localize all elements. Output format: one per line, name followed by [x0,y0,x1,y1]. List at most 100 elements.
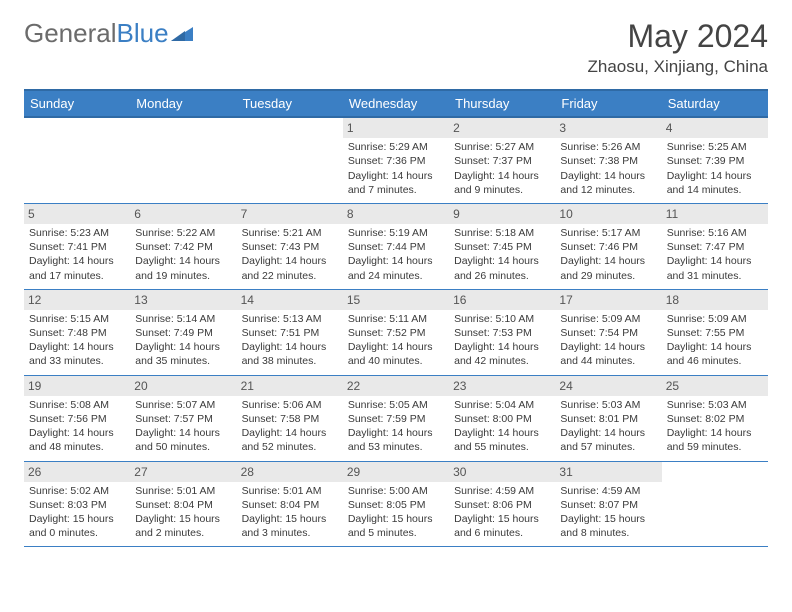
title-block: May 2024 Zhaosu, Xinjiang, China [587,18,768,77]
day-number: 19 [24,376,130,396]
day-cell: 7Sunrise: 5:21 AMSunset: 7:43 PMDaylight… [237,204,343,289]
day-number: 3 [555,118,661,138]
day-cell [24,118,130,203]
daylight-line: Daylight: 15 hours and 0 minutes. [29,512,125,540]
day-header: Friday [555,91,661,116]
week-row: 5Sunrise: 5:23 AMSunset: 7:41 PMDaylight… [24,204,768,290]
day-number: 25 [662,376,768,396]
sunset-line: Sunset: 7:43 PM [242,240,338,254]
sunset-line: Sunset: 7:37 PM [454,154,550,168]
daylight-line: Daylight: 15 hours and 6 minutes. [454,512,550,540]
day-cell: 13Sunrise: 5:14 AMSunset: 7:49 PMDayligh… [130,290,236,375]
daylight-line: Daylight: 14 hours and 7 minutes. [348,169,444,197]
week-row: 19Sunrise: 5:08 AMSunset: 7:56 PMDayligh… [24,376,768,462]
sunset-line: Sunset: 7:56 PM [29,412,125,426]
day-number: 18 [662,290,768,310]
sunrise-line: Sunrise: 5:01 AM [242,484,338,498]
day-number: 23 [449,376,555,396]
day-cell: 8Sunrise: 5:19 AMSunset: 7:44 PMDaylight… [343,204,449,289]
sunrise-line: Sunrise: 5:04 AM [454,398,550,412]
daylight-line: Daylight: 15 hours and 3 minutes. [242,512,338,540]
sunrise-line: Sunrise: 5:17 AM [560,226,656,240]
sunset-line: Sunset: 7:59 PM [348,412,444,426]
location-label: Zhaosu, Xinjiang, China [587,57,768,77]
sunset-line: Sunset: 8:01 PM [560,412,656,426]
calendar: SundayMondayTuesdayWednesdayThursdayFrid… [24,89,768,547]
sunset-line: Sunset: 8:03 PM [29,498,125,512]
daylight-line: Daylight: 14 hours and 24 minutes. [348,254,444,282]
sunrise-line: Sunrise: 5:26 AM [560,140,656,154]
month-title: May 2024 [587,18,768,55]
day-cell: 10Sunrise: 5:17 AMSunset: 7:46 PMDayligh… [555,204,661,289]
sunrise-line: Sunrise: 5:21 AM [242,226,338,240]
day-cell: 2Sunrise: 5:27 AMSunset: 7:37 PMDaylight… [449,118,555,203]
daylight-line: Daylight: 14 hours and 59 minutes. [667,426,763,454]
day-cell: 14Sunrise: 5:13 AMSunset: 7:51 PMDayligh… [237,290,343,375]
day-number: 16 [449,290,555,310]
sunset-line: Sunset: 7:54 PM [560,326,656,340]
sunset-line: Sunset: 8:04 PM [242,498,338,512]
day-cell: 19Sunrise: 5:08 AMSunset: 7:56 PMDayligh… [24,376,130,461]
day-cell: 12Sunrise: 5:15 AMSunset: 7:48 PMDayligh… [24,290,130,375]
day-number: 22 [343,376,449,396]
sunrise-line: Sunrise: 5:11 AM [348,312,444,326]
sunset-line: Sunset: 8:02 PM [667,412,763,426]
day-cell: 27Sunrise: 5:01 AMSunset: 8:04 PMDayligh… [130,462,236,547]
day-number: 21 [237,376,343,396]
day-number: 11 [662,204,768,224]
sunrise-line: Sunrise: 5:06 AM [242,398,338,412]
daylight-line: Daylight: 14 hours and 26 minutes. [454,254,550,282]
sunrise-line: Sunrise: 5:14 AM [135,312,231,326]
day-cell: 21Sunrise: 5:06 AMSunset: 7:58 PMDayligh… [237,376,343,461]
day-number: 6 [130,204,236,224]
day-number: 30 [449,462,555,482]
sunset-line: Sunset: 7:53 PM [454,326,550,340]
day-cell: 18 Sunrise: 5:09 AMSunset: 7:55 PMDayligh… [662,290,768,375]
sunrise-line: Sunrise: 5:18 AM [454,226,550,240]
day-header: Tuesday [237,91,343,116]
sunset-line: Sunset: 7:51 PM [242,326,338,340]
daylight-line: Daylight: 14 hours and 22 minutes. [242,254,338,282]
day-header: Wednesday [343,91,449,116]
sunrise-line: Sunrise: 5:27 AM [454,140,550,154]
daylight-line: Daylight: 14 hours and 33 minutes. [29,340,125,368]
sunrise-line: Sunrise: 5:29 AM [348,140,444,154]
day-number: 13 [130,290,236,310]
sunrise-line: Sunrise: 5:09 AM [667,312,763,326]
daylight-line: Daylight: 14 hours and 17 minutes. [29,254,125,282]
day-header: Thursday [449,91,555,116]
sunset-line: Sunset: 7:41 PM [29,240,125,254]
daylight-line: Daylight: 14 hours and 53 minutes. [348,426,444,454]
day-number: 26 [24,462,130,482]
daylight-line: Daylight: 14 hours and 52 minutes. [242,426,338,454]
sunset-line: Sunset: 8:07 PM [560,498,656,512]
day-number: 31 [555,462,661,482]
sunset-line: Sunset: 8:00 PM [454,412,550,426]
day-number: 12 [24,290,130,310]
day-cell: 30Sunrise: 4:59 AMSunset: 8:06 PMDayligh… [449,462,555,547]
sunset-line: Sunset: 7:45 PM [454,240,550,254]
day-cell: 20Sunrise: 5:07 AMSunset: 7:57 PMDayligh… [130,376,236,461]
sunrise-line: Sunrise: 5:19 AM [348,226,444,240]
day-cell: 25 Sunrise: 5:03 AMSunset: 8:02 PMDayligh… [662,376,768,461]
day-number: 28 [237,462,343,482]
day-number: 2 [449,118,555,138]
sunset-line: Sunset: 7:36 PM [348,154,444,168]
daylight-line: Daylight: 14 hours and 14 minutes. [667,169,763,197]
sunset-line: Sunset: 7:52 PM [348,326,444,340]
header: GeneralBlue May 2024 Zhaosu, Xinjiang, C… [24,18,768,77]
day-number: 29 [343,462,449,482]
day-cell: 3Sunrise: 5:26 AMSunset: 7:38 PMDaylight… [555,118,661,203]
sunrise-line: Sunrise: 5:05 AM [348,398,444,412]
day-cell [130,118,236,203]
day-cell: 15Sunrise: 5:11 AMSunset: 7:52 PMDayligh… [343,290,449,375]
day-header: Monday [130,91,236,116]
logo-triangle-icon [171,25,197,43]
day-cell [662,462,768,547]
sunrise-line: Sunrise: 5:03 AM [667,398,763,412]
daylight-line: Daylight: 14 hours and 55 minutes. [454,426,550,454]
sunset-line: Sunset: 7:55 PM [667,326,763,340]
week-row: 1Sunrise: 5:29 AMSunset: 7:36 PMDaylight… [24,118,768,204]
daylight-line: Daylight: 14 hours and 46 minutes. [667,340,763,368]
sunrise-line: Sunrise: 5:23 AM [29,226,125,240]
